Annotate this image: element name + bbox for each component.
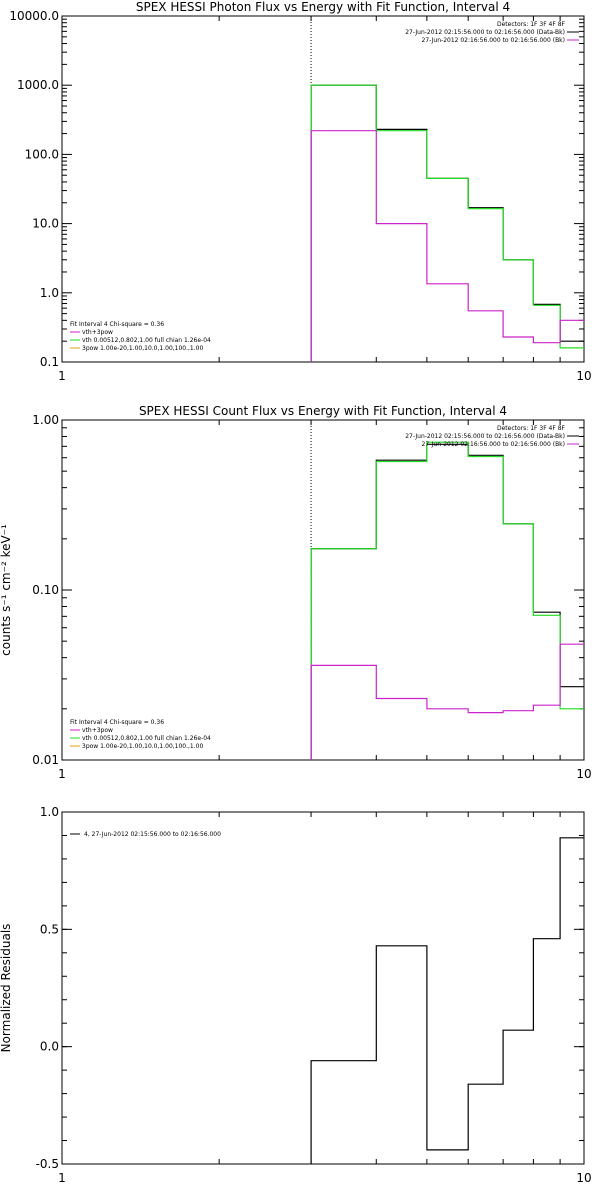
fit-legend-entry: vth 0.00512,0.802,1.00 full chian 1.26e-… bbox=[82, 735, 211, 742]
y-tick-label: 0.01 bbox=[32, 753, 59, 767]
chart-title: SPEX HESSI Photon Flux vs Energy with Fi… bbox=[136, 0, 510, 14]
plot-frame bbox=[61, 15, 585, 363]
fit-legend-entry: vth+3pow bbox=[82, 329, 113, 336]
series-bk bbox=[310, 643, 584, 760]
fit-legend-entry: vth 0.00512,0.802,1.00 full chian 1.26e-… bbox=[82, 337, 211, 344]
series-bk bbox=[310, 130, 584, 362]
plot-frame bbox=[61, 419, 585, 761]
series-fit bbox=[310, 84, 584, 362]
legend-header: Detectors: 1F 3F 4F 8F bbox=[497, 425, 566, 432]
y-tick-label: 1000.0 bbox=[17, 78, 59, 92]
series-fit bbox=[310, 441, 584, 760]
legend-entry: 27-Jun-2012 02:16:56.000 to 02:16:56.000… bbox=[422, 441, 565, 448]
chart-3: Normalized Residuals 1 10 1.0 0.5 0.0 -0.5 4, 2… bbox=[0, 805, 592, 1185]
legend-entry: 27-Jun-2012 02:15:56.000 to 02:16:56.000… bbox=[405, 29, 565, 36]
x-tick-label: 10 bbox=[576, 1171, 591, 1185]
x-tick-label: 1 bbox=[58, 369, 66, 383]
y-tick-label: 0.1 bbox=[40, 355, 59, 369]
residual-legend-entry: 4, 27-Jun-2012 02:15:56.000 to 02:16:56.… bbox=[84, 831, 221, 838]
y-axis-label: Normalized Residuals bbox=[0, 924, 13, 1053]
y-tick-label: 0.0 bbox=[40, 1040, 59, 1054]
chart-1: SPEX HESSI Photon Flux vs Energy with Fi… bbox=[9, 0, 591, 383]
legend-header: Detectors: 1F 3F 4F 8F bbox=[497, 21, 566, 28]
fit-legend-header: Fit Interval 4 Chi-square = 0.36 bbox=[70, 719, 164, 726]
series-residuals bbox=[310, 837, 584, 1164]
y-tick-label: 1.00 bbox=[32, 413, 59, 427]
y-tick-label: 0.10 bbox=[32, 583, 59, 597]
series-data bbox=[310, 84, 584, 362]
legend-entry: 27-Jun-2012 02:16:56.000 to 02:16:56.000… bbox=[422, 37, 565, 44]
x-tick-label: 10 bbox=[576, 369, 591, 383]
plot-frame bbox=[61, 811, 585, 1165]
x-tick-label: 1 bbox=[58, 767, 66, 781]
chart-title: SPEX HESSI Count Flux vs Energy with Fit… bbox=[139, 404, 507, 418]
fit-legend-header: Fit Interval 4 Chi-square = 0.36 bbox=[70, 321, 164, 328]
x-tick-label: 10 bbox=[576, 767, 591, 781]
y-tick-label: 10.0 bbox=[32, 217, 59, 231]
y-tick-label: 10000.0 bbox=[9, 9, 59, 23]
legend-entry: 27-Jun-2012 02:15:56.000 to 02:16:56.000… bbox=[405, 433, 565, 440]
chart-2: SPEX HESSI Count Flux vs Energy with Fit… bbox=[0, 404, 592, 781]
y-tick-label: -0.5 bbox=[36, 1157, 59, 1171]
y-tick-label: 0.5 bbox=[40, 922, 59, 936]
series-data bbox=[310, 443, 584, 760]
x-tick-label: 1 bbox=[58, 1171, 66, 1185]
y-tick-label: 100.0 bbox=[25, 147, 59, 161]
fit-legend-entry: 3pow 1.00e-20,1.00,10.0,1.00,100.,1.00 bbox=[82, 345, 203, 352]
fit-legend-entry: vth+3pow bbox=[82, 727, 113, 734]
y-tick-label: 1.0 bbox=[40, 805, 59, 819]
y-axis-label: counts s⁻¹ cm⁻² keV⁻¹ bbox=[0, 524, 13, 656]
y-tick-label: 1.0 bbox=[40, 286, 59, 300]
fit-legend-entry: 3pow 1.00e-20,1.00,10.0,1.00,100.,1.00 bbox=[82, 743, 203, 750]
